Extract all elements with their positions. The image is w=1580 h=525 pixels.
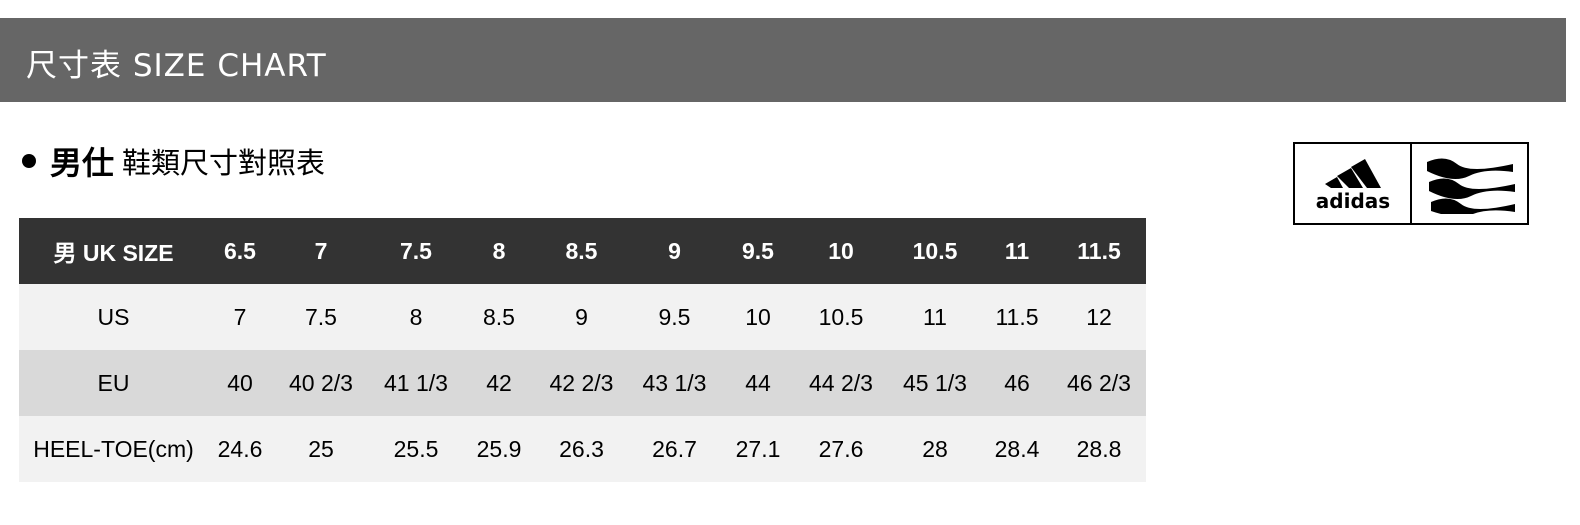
table-cell: 41 1/3 [370, 350, 462, 416]
table-cell: 43 1/3 [627, 350, 722, 416]
header-label: 男 UK SIZE [19, 218, 208, 284]
table-cell: 10 [722, 284, 794, 350]
table-row-us: US 7 7.5 8 8.5 9 9.5 10 10.5 11 11.5 12 [19, 284, 1146, 350]
table-cell: 45 1/3 [888, 350, 982, 416]
table-cell: 27.6 [794, 416, 888, 482]
table-cell: 28.8 [1052, 416, 1146, 482]
table-cell: 26.3 [536, 416, 627, 482]
table-row-eu: EU 40 40 2/3 41 1/3 42 42 2/3 43 1/3 44 44 2/3 45… [19, 350, 1146, 416]
table-cell: 7.5 [272, 284, 370, 350]
header-cell: 11.5 [1052, 218, 1146, 284]
table-cell: 46 [982, 350, 1052, 416]
header-cell: 6.5 [208, 218, 272, 284]
table-cell: 12 [1052, 284, 1146, 350]
banner-title: 尺寸表 SIZE CHART [26, 48, 327, 84]
section-title-rest: 鞋類尺寸對照表 [122, 146, 326, 180]
table-cell: 40 2/3 [272, 350, 370, 416]
table-cell: 27.1 [722, 416, 794, 482]
row-label: HEEL-TOE(cm) [19, 416, 208, 482]
table-cell: 9 [536, 284, 627, 350]
table-cell: 25.5 [370, 416, 462, 482]
table-cell: 42 [462, 350, 536, 416]
table-cell: 44 2/3 [794, 350, 888, 416]
header-cell: 10.5 [888, 218, 982, 284]
header-cell: 9.5 [722, 218, 794, 284]
size-table: 男 UK SIZE 6.5 7 7.5 8 8.5 9 9.5 10 10.5 11 11.5 US 7… [19, 218, 1146, 482]
row-label: US [19, 284, 208, 350]
section-title-bold: 男仕 [50, 144, 115, 182]
row-label: EU [19, 350, 208, 416]
table-cell: 8.5 [462, 284, 536, 350]
adidas-wordmark: adidas [1315, 189, 1389, 212]
header-cell: 10 [794, 218, 888, 284]
size-chart-banner: 尺寸表 SIZE CHART [0, 18, 1566, 102]
brand-logos: adidas [1293, 142, 1529, 225]
adidas-golf-wave-logo-icon [1412, 144, 1527, 223]
table-cell: 46 2/3 [1052, 350, 1146, 416]
table-cell: 11 [888, 284, 982, 350]
section-heading: 男仕 鞋類尺寸對照表 [22, 138, 325, 184]
table-cell: 28.4 [982, 416, 1052, 482]
adidas-performance-logo-icon: adidas [1295, 144, 1412, 223]
header-cell: 7 [272, 218, 370, 284]
table-cell: 40 [208, 350, 272, 416]
table-row-heel-toe: HEEL-TOE(cm) 24.6 25 25.5 25.9 26.3 26.7 27.1 27… [19, 416, 1146, 482]
table-cell: 25 [272, 416, 370, 482]
bullet-icon [22, 154, 36, 168]
table-cell: 26.7 [627, 416, 722, 482]
table-cell: 8 [370, 284, 462, 350]
table-cell: 10.5 [794, 284, 888, 350]
header-cell: 8 [462, 218, 536, 284]
header-cell: 8.5 [536, 218, 627, 284]
table-cell: 11.5 [982, 284, 1052, 350]
table-cell: 28 [888, 416, 982, 482]
header-cell: 11 [982, 218, 1052, 284]
header-cell: 9 [627, 218, 722, 284]
table-cell: 9.5 [627, 284, 722, 350]
table-cell: 42 2/3 [536, 350, 627, 416]
table-header-row: 男 UK SIZE 6.5 7 7.5 8 8.5 9 9.5 10 10.5 11 11.5 [19, 218, 1146, 284]
table-cell: 44 [722, 350, 794, 416]
table-cell: 25.9 [462, 416, 536, 482]
header-cell: 7.5 [370, 218, 462, 284]
table-cell: 24.6 [208, 416, 272, 482]
table-cell: 7 [208, 284, 272, 350]
